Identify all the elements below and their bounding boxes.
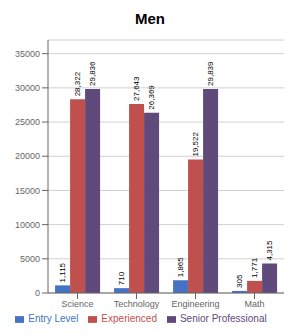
html-text:Senior Professional: Senior Professional <box>180 313 267 324</box>
svg-text:26,369: 26,369 <box>147 85 156 110</box>
svg-text:1,115: 1,115 <box>58 262 67 282</box>
svg-text:0: 0 <box>35 288 40 298</box>
svg-text:305: 305 <box>235 274 244 288</box>
svg-text:27,643: 27,643 <box>132 76 141 101</box>
svg-text:35000: 35000 <box>15 49 40 59</box>
svg-text:Technology: Technology <box>114 299 160 309</box>
svg-text:29,836: 29,836 <box>88 61 97 86</box>
svg-text:5000: 5000 <box>20 254 40 264</box>
svg-text:29,839: 29,839 <box>206 61 215 86</box>
html-text:Men: Men <box>135 10 165 27</box>
svg-text:25000: 25000 <box>15 117 40 127</box>
svg-text:15000: 15000 <box>15 186 40 196</box>
html-text:Experienced: Experienced <box>101 313 157 324</box>
svg-text:20000: 20000 <box>15 151 40 161</box>
svg-text:10000: 10000 <box>15 220 40 230</box>
svg-text:Engineering: Engineering <box>171 299 219 309</box>
svg-text:19,522: 19,522 <box>191 131 200 156</box>
html-text:Entry Level: Entry Level <box>28 313 79 324</box>
svg-text:Science: Science <box>61 299 93 309</box>
svg-text:4,315: 4,315 <box>265 240 274 261</box>
svg-text:30000: 30000 <box>15 83 40 93</box>
svg-text:1,865: 1,865 <box>176 257 185 278</box>
svg-text:710: 710 <box>117 271 126 285</box>
svg-text:Math: Math <box>244 299 264 309</box>
svg-text:28,322: 28,322 <box>73 71 82 96</box>
svg-text:1,771: 1,771 <box>250 257 259 278</box>
